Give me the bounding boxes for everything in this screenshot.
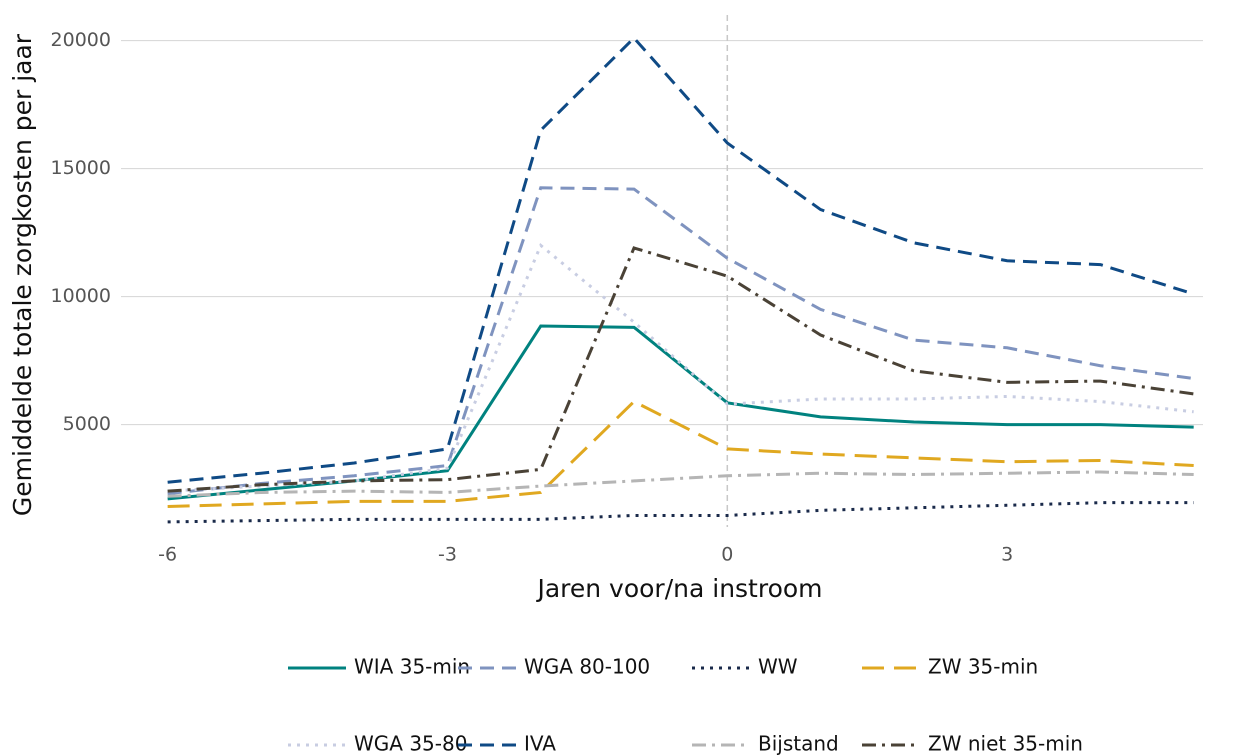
legend-label: ZW 35-min	[928, 655, 1038, 679]
y-tick-label: 5000	[63, 413, 111, 435]
x-tick-label: -6	[158, 544, 177, 566]
x-axis-title: Jaren voor/na instroom	[535, 574, 822, 603]
legend-label: Bijstand	[758, 732, 839, 756]
series-line	[167, 470, 1194, 498]
y-tick-label: 10000	[51, 285, 111, 307]
x-tick-label: 0	[721, 544, 733, 566]
series-line	[167, 35, 1195, 484]
legend-label: ZW niet 35-min	[928, 732, 1083, 756]
legend-label: WGA 35-80	[354, 732, 467, 756]
legend-label: WIA 35-min	[354, 655, 470, 679]
x-tick-label: -3	[438, 544, 457, 566]
series-line	[167, 242, 1194, 493]
series-line	[167, 399, 1194, 509]
y-tick-label: 20000	[51, 29, 111, 51]
legend-label: IVA	[524, 732, 556, 756]
y-axis-title: Gemiddelde totale zorgkosten per jaar	[8, 33, 37, 516]
series-line	[167, 246, 1194, 493]
y-tick-label: 15000	[51, 157, 111, 179]
series-line	[167, 501, 1194, 524]
series-line	[167, 186, 1194, 496]
x-tick-label: 3	[1001, 544, 1013, 566]
legend-label: WGA 80-100	[524, 655, 650, 679]
legend-label: WW	[758, 655, 798, 679]
